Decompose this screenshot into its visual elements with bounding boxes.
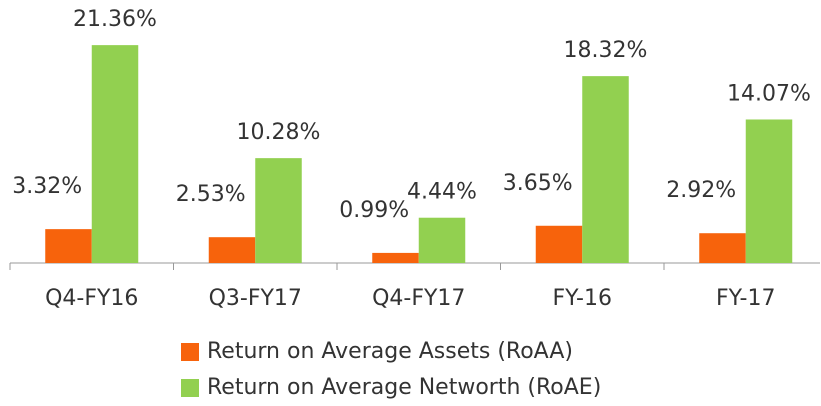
bar [209, 237, 256, 263]
x-tick-label: FY-16 [553, 286, 612, 311]
bar [255, 158, 302, 263]
data-label: 18.32% [564, 38, 648, 63]
bar [699, 233, 746, 263]
data-label: 0.99% [339, 198, 409, 223]
legend-swatch [181, 343, 199, 361]
bar [92, 45, 139, 263]
bar [45, 229, 92, 263]
bar [419, 218, 466, 263]
legend-swatch [181, 379, 199, 397]
bar [372, 253, 419, 263]
data-label: 3.32% [12, 174, 82, 199]
data-label: 21.36% [73, 7, 157, 32]
data-label: 10.28% [237, 120, 321, 145]
bar [746, 119, 793, 263]
data-label: 4.44% [407, 180, 477, 205]
x-tick-label: Q3-FY17 [209, 286, 302, 311]
data-label: 3.65% [503, 171, 573, 196]
x-tick-label: FY-17 [716, 286, 775, 311]
chart: Q4-FY16 3.32% 21.36% Q3-FY17 2.53% 10.28% Q4-F… [0, 0, 821, 406]
bar [582, 76, 629, 263]
x-tick-label: Q4-FY17 [372, 286, 465, 311]
legend-label: Return on Average Networth (RoAE) [207, 375, 601, 400]
data-label: 14.07% [727, 81, 811, 106]
bar [536, 226, 583, 263]
legend-label: Return on Average Assets (RoAA) [207, 339, 573, 364]
x-tick-label: Q4-FY16 [45, 286, 138, 311]
data-label: 2.92% [666, 178, 736, 203]
data-label: 2.53% [176, 182, 246, 207]
